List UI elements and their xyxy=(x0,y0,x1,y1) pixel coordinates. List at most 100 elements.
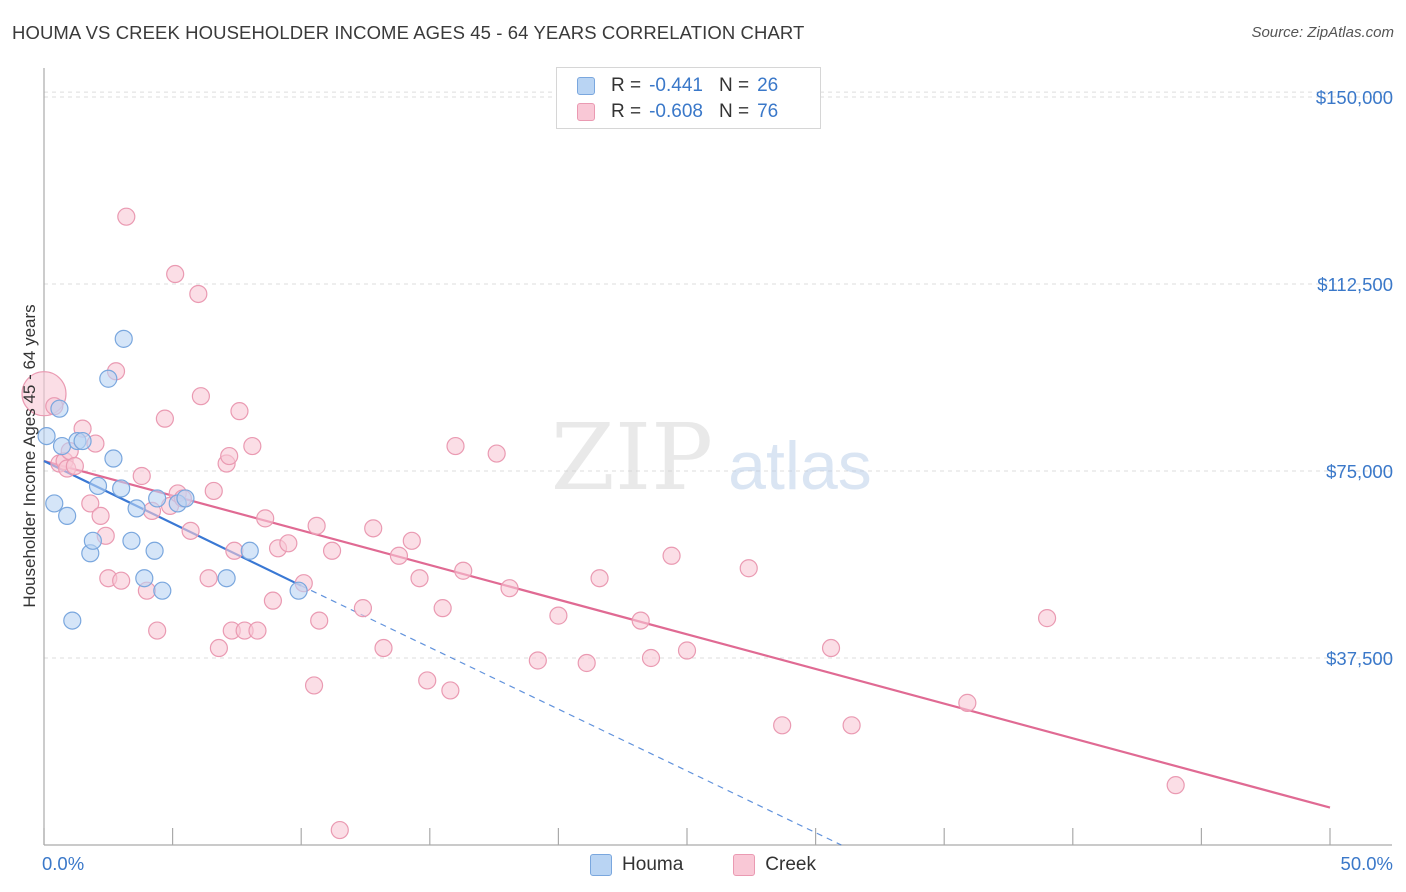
houma-point xyxy=(63,611,82,630)
houma-point xyxy=(45,494,64,513)
houma-n-label: N = xyxy=(718,75,750,96)
y-tick-label: $150,000 xyxy=(1316,87,1393,108)
creek-point xyxy=(441,681,460,700)
creek-point xyxy=(1037,609,1057,628)
creek-point xyxy=(487,444,506,463)
creek-point xyxy=(243,436,262,456)
houma-trend-line xyxy=(43,460,302,587)
creek-point xyxy=(364,519,383,538)
legend-row-houma: R = -0.441 N = 26 xyxy=(577,73,778,99)
creek-point xyxy=(112,571,131,590)
creek-point xyxy=(65,456,84,476)
houma-point xyxy=(122,531,141,550)
creek-point xyxy=(310,611,329,630)
houma-n-value: 26 xyxy=(757,75,779,96)
legend-item-houma[interactable]: Houma xyxy=(590,854,683,876)
creek-point xyxy=(662,546,681,565)
creek-point xyxy=(189,284,208,304)
houma-points xyxy=(37,329,308,630)
houma-point xyxy=(176,489,195,508)
houma-point xyxy=(153,581,172,600)
legend-item-creek[interactable]: Creek xyxy=(733,854,816,876)
creek-point xyxy=(528,651,547,670)
y-tick-labels: $37,500 $75,000 $112,500 $150,000 xyxy=(1316,87,1393,669)
creek-point xyxy=(631,611,650,630)
creek-point xyxy=(322,541,342,560)
houma-trend-extension xyxy=(300,585,842,846)
creek-legend-swatch xyxy=(733,854,756,876)
creek-point xyxy=(304,676,324,695)
watermark-atlas: atlas xyxy=(728,428,872,504)
creek-point xyxy=(230,402,249,421)
creek-swatch xyxy=(577,103,595,121)
creek-r-label: R = xyxy=(611,101,642,122)
creek-point xyxy=(739,559,758,578)
houma-legend-label: Houma xyxy=(622,854,684,875)
legend-row-creek: R = -0.608 N = 76 xyxy=(577,99,778,125)
y-tick-label: $112,500 xyxy=(1317,274,1393,295)
creek-point xyxy=(279,534,298,553)
creek-point xyxy=(220,446,239,466)
creek-point xyxy=(353,599,373,618)
houma-legend-swatch xyxy=(590,854,613,876)
creek-point xyxy=(199,569,218,588)
creek-point xyxy=(209,638,228,658)
houma-point xyxy=(83,531,102,550)
creek-n-value: 76 xyxy=(757,101,779,122)
creek-point xyxy=(91,506,110,525)
houma-point xyxy=(99,369,118,388)
creek-point xyxy=(256,509,275,528)
creek-point xyxy=(330,820,349,840)
creek-point xyxy=(117,207,136,226)
creek-point xyxy=(191,387,210,406)
houma-point xyxy=(50,399,69,418)
houma-point xyxy=(112,479,131,498)
creek-point xyxy=(821,638,841,658)
houma-point xyxy=(289,581,308,600)
creek-point xyxy=(958,693,977,712)
source-credit: Source: ZipAtlas.com xyxy=(1251,24,1394,41)
watermark-zip: ZIP xyxy=(551,404,713,511)
y-axis-title: Householder Income Ages 45 - 64 years xyxy=(20,304,39,608)
creek-point xyxy=(148,621,167,640)
creek-point xyxy=(307,516,326,535)
houma-r-value: -0.441 xyxy=(649,75,703,96)
creek-point xyxy=(500,579,519,598)
creek-point xyxy=(773,716,792,735)
creek-point xyxy=(263,591,283,610)
creek-legend-label: Creek xyxy=(765,854,816,875)
houma-point xyxy=(73,431,92,451)
legend-series: Houma Creek xyxy=(0,850,1406,880)
houma-point xyxy=(127,499,146,518)
houma-point xyxy=(58,506,77,525)
houma-swatch xyxy=(577,77,595,95)
creek-point xyxy=(166,264,185,284)
y-tick-label: $37,500 xyxy=(1326,648,1393,669)
x-tick-labels: 0.0% 50.0% xyxy=(42,853,1393,874)
creek-point xyxy=(204,481,223,501)
creek-point xyxy=(402,531,421,550)
creek-point xyxy=(677,641,697,660)
creek-point xyxy=(389,546,409,565)
x-tick-label: 0.0% xyxy=(42,853,84,874)
houma-point xyxy=(240,541,259,560)
houma-point xyxy=(217,569,236,588)
creek-point xyxy=(549,606,568,625)
houma-point xyxy=(52,436,72,456)
creek-point xyxy=(81,494,100,513)
creek-point xyxy=(454,561,473,580)
watermark: ZIP atlas xyxy=(551,404,872,511)
creek-point xyxy=(374,638,393,658)
creek-point xyxy=(446,436,465,456)
creek-point xyxy=(590,569,609,588)
creek-point xyxy=(418,671,437,690)
creek-r-value: -0.608 xyxy=(649,101,703,122)
chart-title: HOUMA VS CREEK HOUSEHOLDER INCOME AGES 4… xyxy=(12,22,805,43)
creek-point xyxy=(433,599,452,618)
creek-point xyxy=(1166,776,1185,795)
houma-point xyxy=(114,329,133,348)
creek-point xyxy=(155,409,174,428)
houma-point xyxy=(37,426,56,446)
houma-r-label: R = xyxy=(611,75,642,96)
